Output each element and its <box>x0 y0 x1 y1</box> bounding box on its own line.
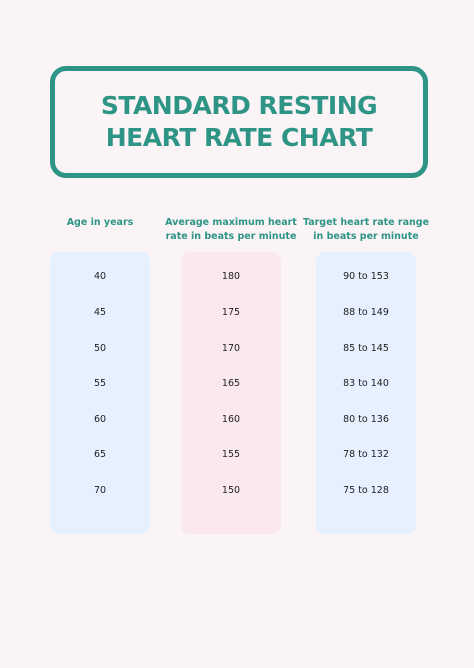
title-line-2: HEART RATE CHART <box>105 123 373 152</box>
header-age-line-1: Age in years <box>66 217 134 228</box>
header-age: Age in years <box>30 216 170 230</box>
target-range-cell: 90 to 153 <box>343 271 389 282</box>
age-cell: 50 <box>93 343 107 354</box>
target-range-cell: 85 to 145 <box>343 343 389 354</box>
header-target-line-2: in beats per minute <box>313 231 419 242</box>
target-range-cell: 83 to 140 <box>343 378 389 389</box>
max-heart-rate-cell: 180 <box>221 271 241 282</box>
target-range-cell: 78 to 132 <box>343 449 389 460</box>
age-cell: 70 <box>93 485 107 496</box>
title-line-1: STANDARD RESTING <box>100 91 378 120</box>
max-heart-rate-cell: 175 <box>221 307 241 318</box>
max-heart-rate-column: 180 175 170 165 160 155 150 <box>181 252 281 534</box>
max-heart-rate-cell: 160 <box>221 414 241 425</box>
max-heart-rate-cell: 150 <box>221 485 241 496</box>
age-column: 40 45 50 55 60 65 70 <box>50 252 150 534</box>
target-range-cell: 80 to 136 <box>343 414 389 425</box>
target-range-cell: 88 to 149 <box>343 307 389 318</box>
title-box: STANDARD RESTING HEART RATE CHART <box>50 66 428 178</box>
age-cell: 65 <box>93 449 107 460</box>
age-cell: 40 <box>93 271 107 282</box>
header-max-line-2: rate in beats per minute <box>165 231 297 242</box>
header-max-line-1: Average maximum heart <box>165 217 297 228</box>
max-heart-rate-cell: 165 <box>221 378 241 389</box>
header-target-line-1: Target heart rate range <box>302 217 430 228</box>
age-cell: 45 <box>93 307 107 318</box>
header-target-range: Target heart rate range in beats per min… <box>296 216 436 244</box>
max-heart-rate-cell: 170 <box>221 343 241 354</box>
max-heart-rate-cell: 155 <box>221 449 241 460</box>
target-range-column: 90 to 153 88 to 149 85 to 145 83 to 140 … <box>316 252 416 534</box>
age-cell: 55 <box>93 378 107 389</box>
target-range-cell: 75 to 128 <box>343 485 389 496</box>
age-cell: 60 <box>93 414 107 425</box>
header-max-heart-rate: Average maximum heart rate in beats per … <box>161 216 301 244</box>
